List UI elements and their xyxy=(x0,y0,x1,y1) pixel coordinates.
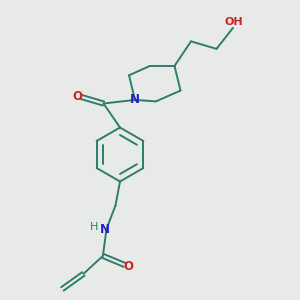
Text: N: N xyxy=(130,93,140,106)
Text: O: O xyxy=(72,90,82,103)
Text: O: O xyxy=(123,260,133,273)
Text: H: H xyxy=(90,221,98,232)
Text: N: N xyxy=(100,223,110,236)
Text: OH: OH xyxy=(224,17,243,28)
